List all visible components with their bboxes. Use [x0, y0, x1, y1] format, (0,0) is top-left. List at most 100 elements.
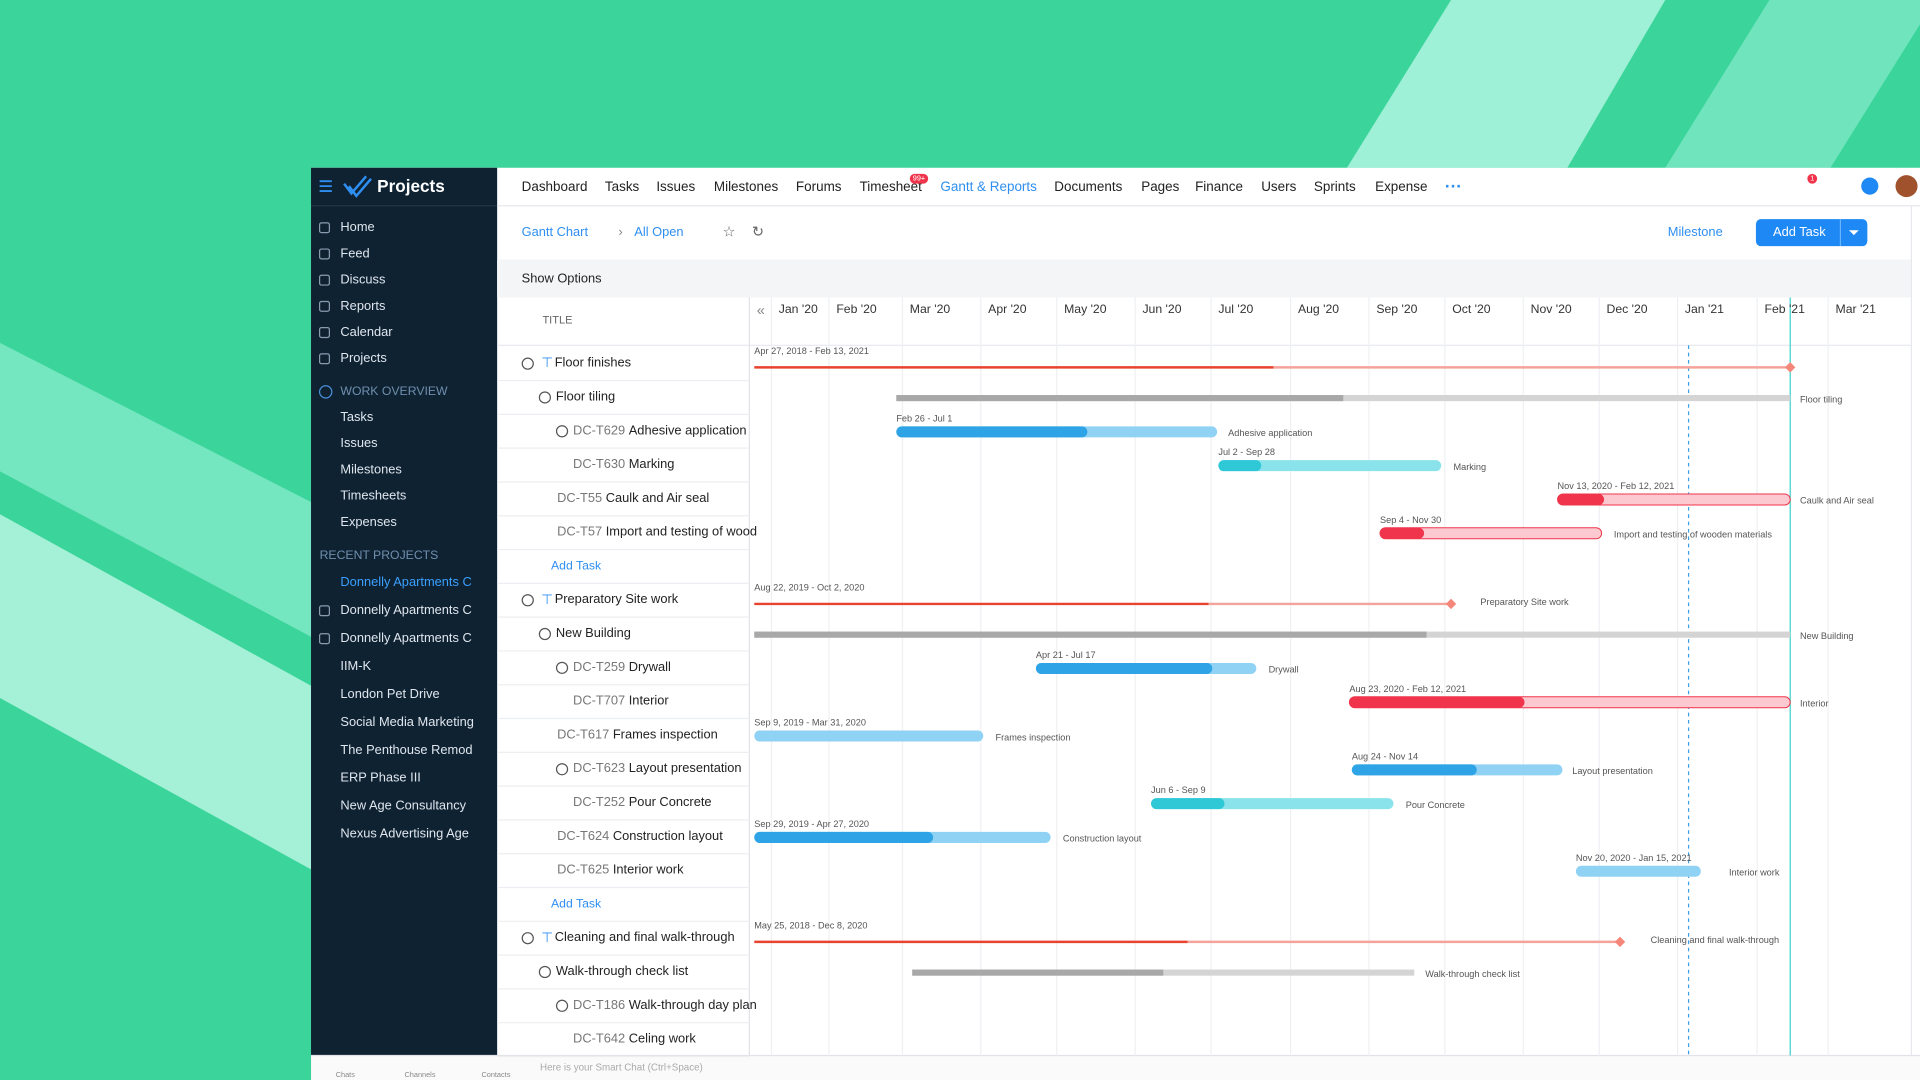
row-title[interactable]: Walk-through check list — [556, 963, 689, 978]
task-id: DC-T623 — [573, 761, 625, 776]
collapse-icon[interactable] — [538, 391, 552, 404]
row-title[interactable]: DC-T630 Marking — [573, 456, 674, 471]
milestone-icon: ⊤ — [541, 592, 553, 607]
bar-label: Marking — [1453, 462, 1486, 472]
summary-progress — [912, 969, 1164, 976]
row-title[interactable]: DC-T623 Layout presentation — [573, 761, 742, 776]
nav-item[interactable]: Finance — [1195, 179, 1243, 194]
row-title[interactable]: DC-T629 Adhesive application — [573, 423, 747, 438]
task-title: Frames inspection — [613, 727, 718, 742]
task-id: DC-T259 — [573, 659, 625, 674]
sidebar-item[interactable]: Milestones — [340, 461, 401, 476]
footer-chats[interactable]: Chats — [336, 1070, 355, 1079]
row-title[interactable]: Cleaning and final walk-through — [555, 930, 735, 945]
bar-label: Layout presentation — [1572, 766, 1653, 776]
section-title: WORK OVERVIEW — [340, 384, 448, 398]
task-progress — [1351, 764, 1477, 776]
more[interactable]: ··· — [1445, 176, 1462, 196]
collapse-icon[interactable] — [521, 357, 534, 370]
footer-contacts[interactable]: Contacts — [481, 1070, 510, 1079]
collapse-icon[interactable] — [521, 932, 534, 945]
row-title[interactable]: Preparatory Site work — [555, 592, 679, 607]
row-title[interactable]: DC-T55 Caulk and Air seal — [557, 490, 709, 505]
row-title[interactable]: DC-T186 Walk-through day plan — [573, 997, 757, 1012]
recent-project[interactable]: ERP Phase III — [340, 770, 420, 785]
collapse-icon[interactable] — [538, 965, 552, 979]
sidebar-item[interactable]: Projects — [340, 350, 386, 365]
smart-chat[interactable]: Here is your Smart Chat (Ctrl+Space) — [540, 1062, 703, 1073]
bar-label: Frames inspection — [996, 732, 1071, 742]
summary-progress — [896, 395, 1344, 402]
collapse-timeline[interactable]: « — [757, 303, 765, 319]
row-title[interactable]: New Building — [556, 625, 631, 640]
footer-channels[interactable]: Channels — [405, 1070, 436, 1079]
recent-project[interactable]: Donnelly Apartments C — [340, 602, 471, 617]
collapse-icon[interactable] — [555, 763, 569, 776]
add-task[interactable]: Add Task — [551, 559, 602, 573]
view-select[interactable]: Gantt Chart — [522, 224, 589, 239]
task-title: Floor tiling — [556, 389, 615, 404]
add-task[interactable]: Add Task — [551, 897, 602, 911]
sidebar-item[interactable]: Expenses — [340, 514, 396, 529]
nav-item[interactable]: Tasks — [605, 179, 640, 194]
nav-item[interactable]: Dashboard — [522, 179, 588, 194]
task-title: Caulk and Air seal — [606, 490, 710, 505]
nav-item[interactable]: Forums — [796, 179, 842, 194]
sidebar-item[interactable]: Feed — [340, 245, 369, 260]
row-title[interactable]: DC-T617 Frames inspection — [557, 727, 718, 742]
nav-item[interactable]: Expense — [1375, 179, 1427, 194]
sidebar-item[interactable]: Issues — [340, 435, 377, 450]
task-id: DC-T625 — [557, 862, 609, 877]
collapse-icon[interactable] — [555, 999, 569, 1012]
recent-project[interactable]: The Penthouse Remod — [340, 742, 472, 757]
row-title[interactable]: DC-T707 Interior — [573, 693, 669, 708]
date-range: May 25, 2018 - Dec 8, 2020 — [754, 920, 867, 930]
collapse-icon[interactable] — [521, 594, 534, 607]
sidebar-item[interactable]: Tasks — [340, 409, 373, 424]
recent-project[interactable]: Donnelly Apartments C — [340, 630, 471, 645]
month-label: Mar '20 — [910, 302, 951, 316]
recent-project[interactable]: Social Media Marketing — [340, 714, 473, 729]
month-label: Sep '20 — [1376, 302, 1417, 316]
nav-item[interactable]: Gantt & Reports — [940, 179, 1037, 194]
recent-project[interactable]: London Pet Drive — [340, 686, 439, 701]
bar-label: Walk-through check list — [1425, 969, 1520, 979]
sidebar-item[interactable]: Calendar — [340, 324, 393, 339]
row-title[interactable]: DC-T252 Pour Concrete — [573, 794, 712, 809]
sidebar-item[interactable]: Reports — [340, 298, 385, 313]
recent-project[interactable]: Donnelly Apartments C — [340, 574, 471, 589]
nav-item[interactable]: Documents — [1054, 179, 1122, 194]
sidebar-item[interactable]: Discuss — [340, 272, 385, 287]
recent-project[interactable]: Nexus Advertising Age — [340, 826, 469, 841]
nav-item[interactable]: Timesheet — [860, 179, 923, 194]
row-title[interactable]: DC-T57 Import and testing of wood — [557, 524, 757, 539]
collapse-icon[interactable] — [538, 627, 552, 641]
star[interactable]: ☆ — [722, 225, 735, 241]
refresh[interactable]: ↻ — [752, 225, 764, 241]
row-title[interactable]: Floor finishes — [555, 355, 631, 370]
row-title[interactable]: DC-T259 Drywall — [573, 659, 671, 674]
row-title[interactable]: DC-T624 Construction layout — [557, 828, 723, 843]
group-select[interactable]: Milestone — [1668, 224, 1723, 239]
nav-item[interactable]: Milestones — [714, 179, 779, 194]
nav-item[interactable]: Pages — [1141, 179, 1179, 194]
chevron: › — [618, 224, 622, 239]
filter-select[interactable]: All Open — [634, 224, 683, 239]
sidebar-item[interactable]: Home — [340, 219, 374, 234]
row-title[interactable]: DC-T642 Celing work — [573, 1031, 696, 1046]
nav-item[interactable]: Users — [1261, 179, 1296, 194]
nav-icon — [318, 353, 330, 365]
date-range: Sep 9, 2019 - Mar 31, 2020 — [754, 718, 866, 728]
nav-item[interactable]: Issues — [656, 179, 695, 194]
recent-project[interactable]: New Age Consultancy — [340, 798, 466, 813]
row-title[interactable]: DC-T625 Interior work — [557, 862, 684, 877]
sidebar-item[interactable]: Timesheets — [340, 488, 406, 503]
recent-project[interactable]: IIM-K — [340, 658, 371, 673]
add-task-button[interactable]: Add Task — [1773, 224, 1826, 239]
collapse-icon[interactable] — [555, 425, 569, 438]
collapse-icon[interactable] — [555, 661, 569, 674]
show-options[interactable]: Show Options — [522, 271, 602, 286]
row-title[interactable]: Floor tiling — [556, 389, 615, 404]
nav-item[interactable]: Sprints — [1314, 179, 1356, 194]
date-range: Feb 26 - Jul 1 — [896, 413, 952, 423]
